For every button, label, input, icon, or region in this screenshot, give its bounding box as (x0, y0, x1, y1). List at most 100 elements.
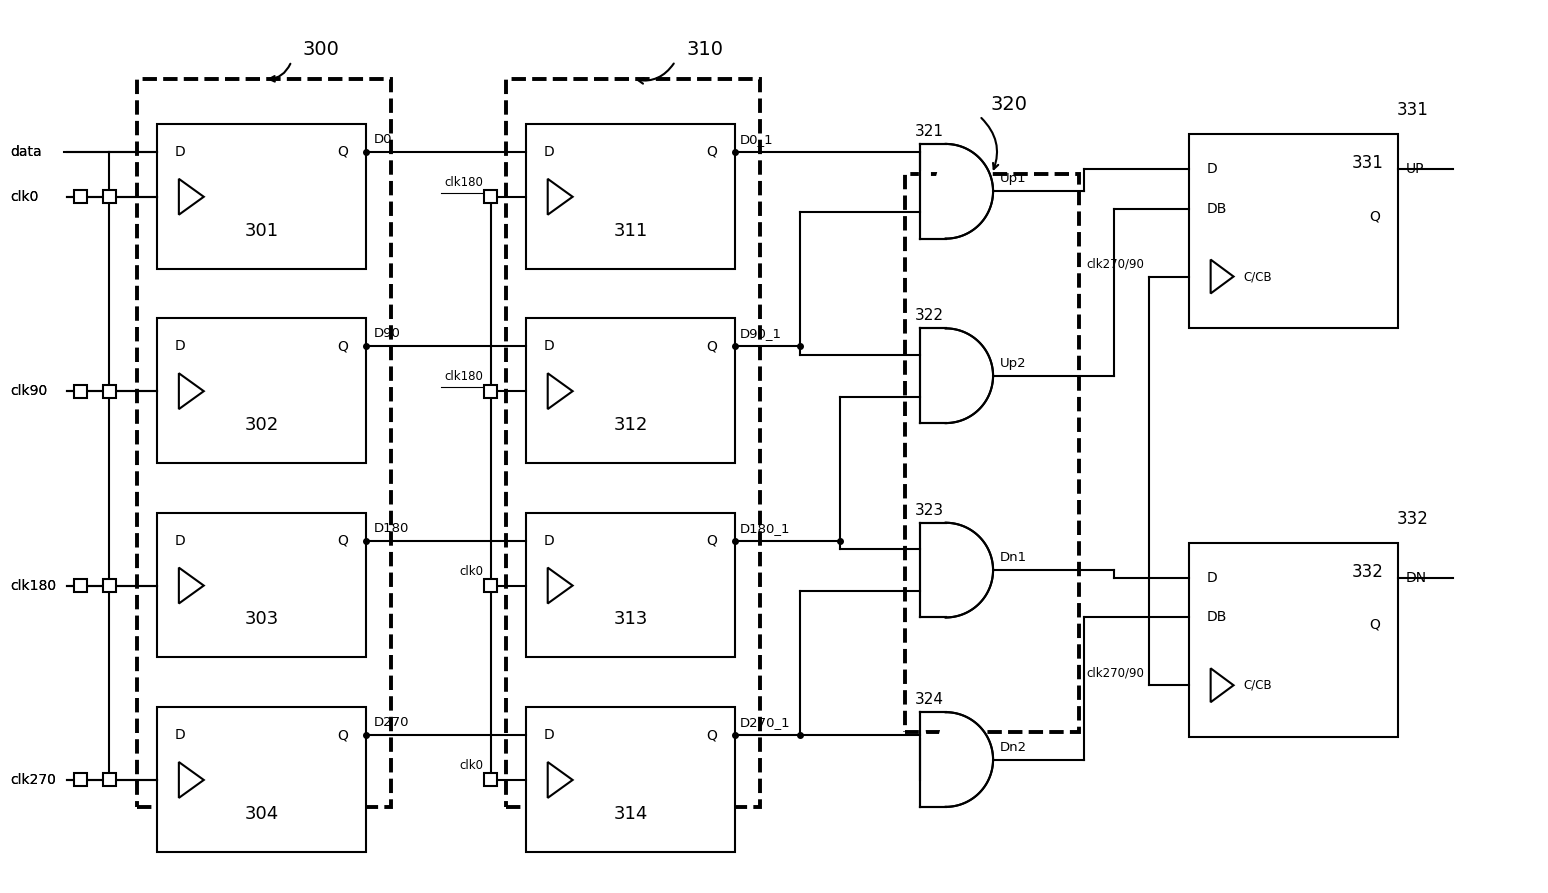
Text: clk0: clk0 (11, 190, 39, 204)
Polygon shape (920, 522, 994, 617)
Text: clk270: clk270 (11, 773, 56, 787)
Text: D: D (1206, 571, 1217, 585)
Bar (526, 319, 735, 463)
Text: 321: 321 (915, 124, 944, 139)
Text: D0: D0 (375, 133, 393, 146)
Text: Q: Q (1370, 618, 1381, 632)
Bar (156, 513, 367, 657)
Polygon shape (920, 713, 994, 807)
Text: Up2: Up2 (1000, 356, 1026, 370)
Text: 320: 320 (991, 95, 1028, 113)
Text: clk270: clk270 (11, 773, 56, 787)
Text: 303: 303 (245, 611, 279, 629)
Bar (102, 773, 116, 787)
Text: 300: 300 (303, 40, 341, 59)
Bar (1189, 543, 1398, 737)
Text: DB: DB (1206, 202, 1228, 216)
Text: clk0: clk0 (458, 564, 483, 578)
Text: D180: D180 (375, 522, 410, 535)
Text: DN: DN (1406, 571, 1427, 585)
Text: D: D (175, 145, 186, 159)
Text: 301: 301 (245, 221, 279, 239)
Bar (156, 319, 367, 463)
Text: data: data (11, 145, 42, 159)
Text: 322: 322 (915, 308, 944, 323)
Bar (102, 190, 116, 204)
Text: Dn1: Dn1 (1000, 551, 1028, 564)
Text: clk0: clk0 (11, 190, 39, 204)
Text: Q: Q (706, 145, 717, 159)
Bar (485, 773, 497, 787)
Text: D270_1: D270_1 (740, 716, 791, 729)
Text: D: D (543, 145, 554, 159)
Text: 331: 331 (1351, 154, 1382, 172)
Text: Up1: Up1 (1000, 172, 1026, 186)
Bar (526, 707, 735, 852)
Text: 323: 323 (915, 503, 944, 518)
Bar (74, 773, 87, 787)
Text: Q: Q (337, 145, 348, 159)
Text: 310: 310 (687, 40, 724, 59)
Bar (102, 579, 116, 592)
Text: Q: Q (706, 728, 717, 742)
Bar (526, 124, 735, 269)
Text: Q: Q (337, 728, 348, 742)
Text: D0_1: D0_1 (740, 133, 774, 146)
Text: DB: DB (1206, 611, 1228, 624)
Text: Q: Q (1370, 209, 1381, 223)
Polygon shape (920, 144, 994, 238)
Text: D: D (543, 339, 554, 354)
Bar (156, 707, 367, 852)
Text: clk90: clk90 (11, 384, 48, 398)
Text: 312: 312 (613, 416, 647, 434)
Text: clk270/90: clk270/90 (1087, 257, 1144, 271)
Text: D: D (175, 339, 186, 354)
Text: D: D (543, 728, 554, 742)
Text: 332: 332 (1351, 563, 1382, 580)
Bar (485, 385, 497, 397)
Text: Dn2: Dn2 (1000, 740, 1028, 754)
Text: D: D (175, 534, 186, 547)
Polygon shape (920, 329, 994, 423)
Text: D: D (175, 728, 186, 742)
Text: clk180: clk180 (11, 579, 57, 593)
Text: 331: 331 (1396, 101, 1429, 119)
Text: UP: UP (1406, 162, 1424, 176)
Bar (904, 174, 1079, 732)
Text: clk0: clk0 (458, 759, 483, 772)
Text: 324: 324 (915, 692, 944, 707)
Text: 302: 302 (245, 416, 279, 434)
Text: D: D (543, 534, 554, 547)
Text: C/CB: C/CB (1243, 270, 1272, 283)
Text: clk270/90: clk270/90 (1087, 666, 1144, 680)
Bar (74, 579, 87, 592)
Text: clk90: clk90 (11, 384, 48, 398)
Text: D270: D270 (375, 716, 410, 729)
Text: C/CB: C/CB (1243, 679, 1272, 692)
Text: Q: Q (706, 339, 717, 354)
Text: 314: 314 (613, 805, 647, 822)
Bar (102, 385, 116, 397)
Text: Q: Q (706, 534, 717, 547)
Bar (74, 190, 87, 204)
Text: 313: 313 (613, 611, 647, 629)
Text: 304: 304 (245, 805, 279, 822)
Bar (156, 124, 367, 269)
Bar (506, 79, 760, 807)
Text: clk180: clk180 (11, 579, 57, 593)
Text: D180_1: D180_1 (740, 522, 791, 535)
Bar (526, 513, 735, 657)
Text: 311: 311 (613, 221, 647, 239)
Bar (74, 385, 87, 397)
Bar (1189, 134, 1398, 329)
Text: D90_1: D90_1 (740, 328, 782, 340)
Text: clk180: clk180 (444, 371, 483, 383)
Text: 332: 332 (1396, 510, 1429, 528)
Text: data: data (11, 145, 42, 159)
Bar (485, 579, 497, 592)
Bar (136, 79, 392, 807)
Text: Q: Q (337, 534, 348, 547)
Text: D90: D90 (375, 328, 401, 340)
Bar (485, 190, 497, 204)
Text: Q: Q (337, 339, 348, 354)
